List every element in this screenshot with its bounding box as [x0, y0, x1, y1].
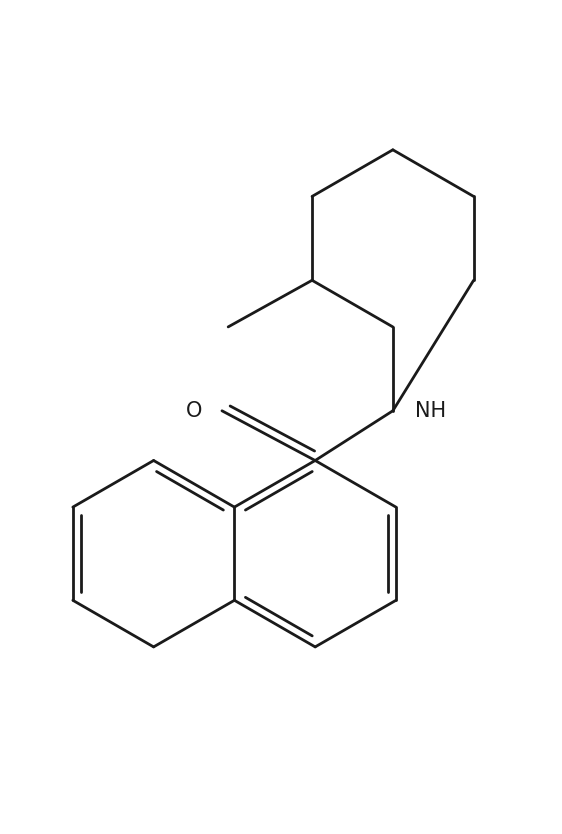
- Text: O: O: [186, 401, 202, 421]
- Text: NH: NH: [415, 401, 446, 421]
